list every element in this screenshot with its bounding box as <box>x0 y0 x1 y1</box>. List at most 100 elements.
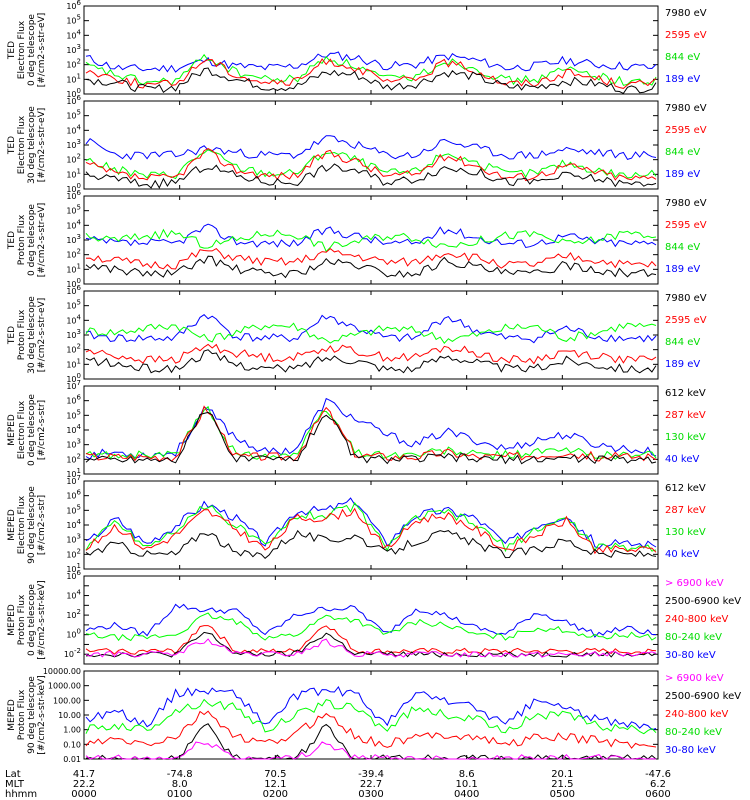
legend-entry: 130 keV <box>665 527 706 538</box>
y-axis-label-line: Electron Flux <box>17 495 27 554</box>
panel-frame <box>83 100 659 190</box>
y-axis-label-line: 0 deg telescope <box>27 14 37 86</box>
y-tick-label: 105 <box>66 14 81 26</box>
y-tick-label: 102 <box>66 248 81 260</box>
x-row-label: MLT <box>5 779 25 790</box>
series-line-844-ev <box>85 148 657 180</box>
series-line-287-kev <box>85 507 657 555</box>
y-tick-label: 10.00 <box>58 711 81 720</box>
y-tick-label: 100 <box>66 277 81 289</box>
y-tick-label: 102 <box>66 153 81 165</box>
series-line-7980-ev <box>85 255 657 279</box>
series-line-2595-ev <box>85 148 657 182</box>
y-tick-label: 100 <box>66 87 81 99</box>
legend-entry: 612 keV <box>665 388 706 399</box>
y-axis-label-line: 90 deg telescope <box>27 486 37 564</box>
legend-entry: 30-80 keV <box>665 745 716 756</box>
y-axis-label-line: 0 deg telescope <box>27 394 37 466</box>
y-tick-label: 101 <box>66 467 81 479</box>
legend-entry: 7980 eV <box>665 293 707 304</box>
y-tick-label: 101 <box>66 562 81 574</box>
y-tick-label: 104 <box>66 218 81 230</box>
y-tick-label: 102 <box>66 547 81 559</box>
legend-entry: 7980 eV <box>665 8 707 19</box>
y-tick-label: 106 <box>66 394 81 406</box>
y-axis-label-line: [#/cm2-s-str-eV] <box>37 108 47 183</box>
y-tick-label: 1.00 <box>63 726 81 735</box>
y-axis-label-line: 30 deg telescope <box>27 106 37 184</box>
series-line-40-kev <box>85 397 657 460</box>
series-line-2500-6900-kev <box>85 631 657 658</box>
legend-entry: 40 keV <box>665 549 699 560</box>
legend-entry: 189 eV <box>665 74 700 85</box>
y-axis-label-line: Proton Flux <box>17 689 27 740</box>
y-tick-label: 106 <box>66 489 81 501</box>
y-axis-label-line: MEPED <box>7 604 17 636</box>
y-tick-label: 103 <box>66 438 81 450</box>
y-axis-label-line: Proton Flux <box>17 594 27 645</box>
series-line-80-240-kev <box>85 612 657 642</box>
legend-entry: 844 eV <box>665 147 700 158</box>
legend-entry: 189 eV <box>665 169 700 180</box>
series-line-130-kev <box>85 501 657 553</box>
y-tick-label: 103 <box>66 233 81 245</box>
series-line-189-ev <box>85 314 657 344</box>
x-row-label: Lat <box>5 769 21 780</box>
legend-entry: 2595 eV <box>665 30 707 41</box>
y-tick-label: 105 <box>66 204 81 216</box>
y-axis-label-line: MEPED <box>7 414 17 446</box>
x-tick-mlt: 21.5 <box>551 779 573 790</box>
y-axis-label: MEPED Electron Flux 0 deg telescope [#/cm2-… <box>7 394 47 466</box>
x-tick-lat: 20.1 <box>551 769 573 780</box>
panel-2: TED Electron Flux 30 deg telescope [#/cm2-s… <box>7 100 659 190</box>
y-tick-label: 107 <box>66 474 81 486</box>
series-line-2595-ev <box>85 343 657 365</box>
y-axis-label-line: 90 deg telescope <box>27 676 37 754</box>
y-tick-label: 101 <box>66 167 81 179</box>
panel-frame <box>83 5 659 95</box>
legend-entry: 612 keV <box>665 483 706 494</box>
y-tick-label: 103 <box>66 328 81 340</box>
series-line-612-kev <box>85 529 657 559</box>
y-tick-label: 100 <box>66 628 81 640</box>
series-line--6900-kev <box>85 638 657 658</box>
legend-entry: 30-80 keV <box>665 650 716 661</box>
y-axis-label-line: 0 deg telescope <box>27 204 37 276</box>
y-tick-label: 101 <box>66 357 81 369</box>
y-axis-label: TED Proton Flux 30 deg telescope [#/cm2-s-s… <box>7 296 47 374</box>
legend-entry: 287 keV <box>665 410 706 421</box>
x-tick-hhmm: 0000 <box>71 789 96 800</box>
y-axis-label-line: [#/cm2-s-str-eV] <box>37 298 47 373</box>
y-axis-label: TED Electron Flux 30 deg telescope [#/cm2-s… <box>7 106 47 184</box>
y-axis-label-line: TED <box>7 136 17 155</box>
y-tick-label: 102 <box>66 343 81 355</box>
y-axis-label-line: MEPED <box>7 509 17 541</box>
y-tick-label: 0.10 <box>63 740 81 749</box>
legend-entry: 40 keV <box>665 454 699 465</box>
y-tick-label: 1000.00 <box>48 682 81 691</box>
legend-entry: 2595 eV <box>665 125 707 136</box>
x-tick-lat: -47.6 <box>645 769 671 780</box>
y-axis-label-line: Electron Flux <box>17 400 27 459</box>
series-line-130-kev <box>85 405 657 460</box>
series-line-189-ev <box>85 135 657 161</box>
series-line-240-800-kev <box>85 625 657 655</box>
x-tick-mlt: 6.2 <box>650 779 666 790</box>
x-tick-hhmm: 0300 <box>358 789 383 800</box>
y-axis-label-line: [#/cm2-s-str-keV] <box>37 580 47 659</box>
series-line-7980-ev <box>85 349 657 374</box>
x-tick-hhmm: 0500 <box>550 789 575 800</box>
panel-4: TED Proton Flux 30 deg telescope [#/cm2-s-s… <box>7 290 659 380</box>
y-tick-label: 100 <box>66 372 81 384</box>
y-axis-label-line: [#/cm2-s-str-eV] <box>37 13 47 88</box>
y-tick-label: 100.00 <box>53 696 81 705</box>
x-tick-hhmm: 0600 <box>645 789 670 800</box>
y-tick-label: 104 <box>66 518 81 530</box>
legend-entry: 240-800 keV <box>665 709 729 720</box>
y-tick-label: 104 <box>66 589 81 601</box>
y-tick-label: 103 <box>66 43 81 55</box>
y-axis-label-line: 0 deg telescope <box>27 584 37 656</box>
legend-entry: 287 keV <box>665 505 706 516</box>
x-tick-mlt: 10.1 <box>456 779 478 790</box>
